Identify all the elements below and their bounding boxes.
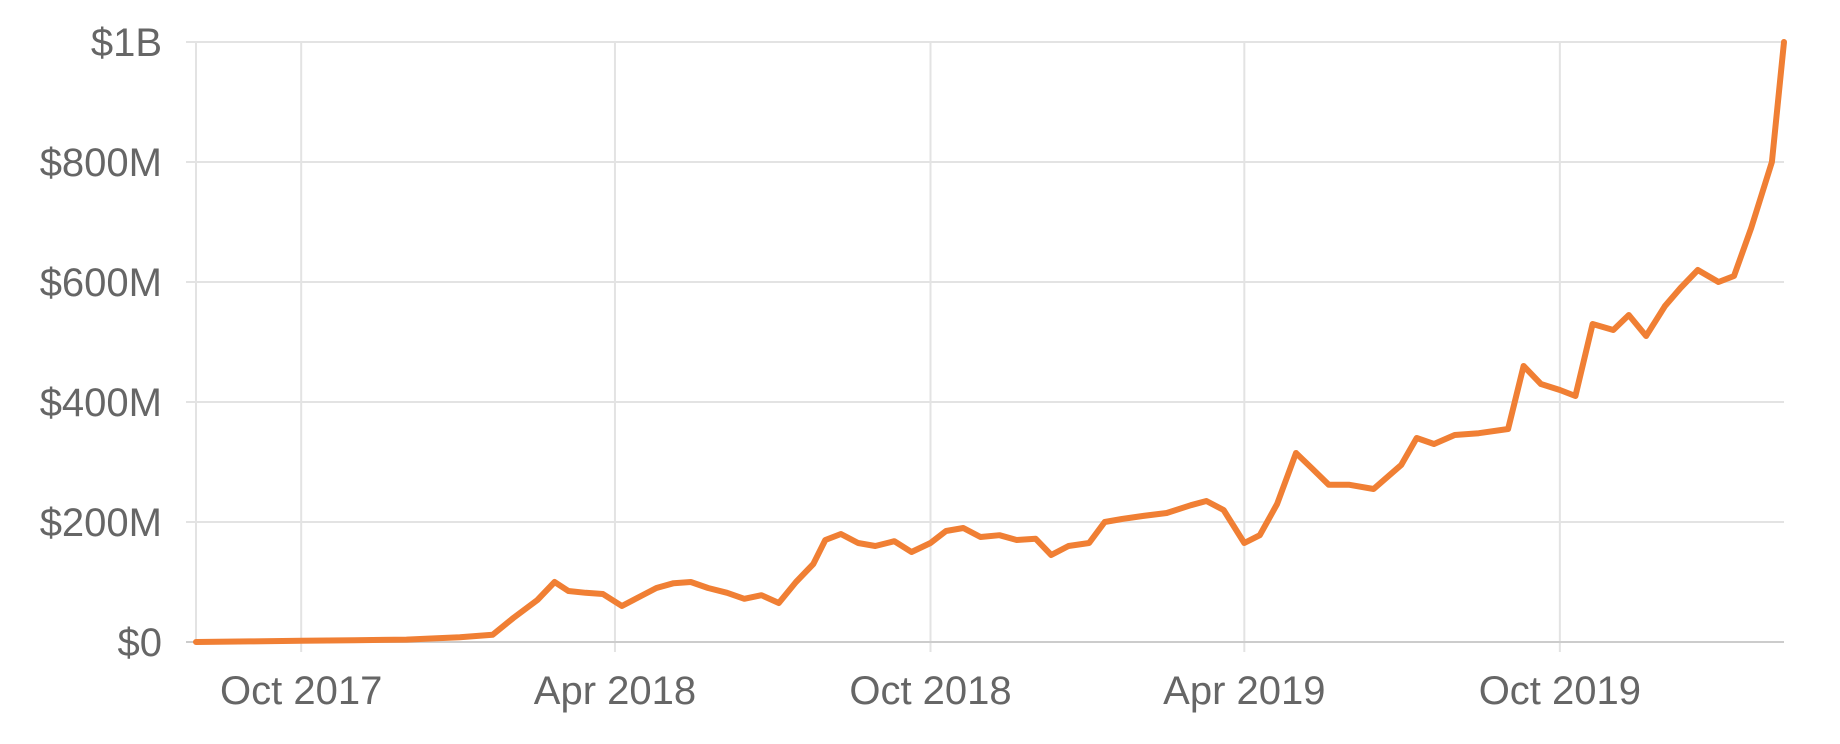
x-tick-label: Apr 2019 xyxy=(1163,669,1325,713)
y-tick-label: $400M xyxy=(40,381,162,425)
series-layer xyxy=(193,39,1787,645)
tick-labels: $0 $200M $400M $600M $800M $1B Oct 2017 Apr 201… xyxy=(40,21,1641,713)
series-line xyxy=(193,39,1787,645)
y-tick-label: $600M xyxy=(40,261,162,305)
y-tick-label: $1B xyxy=(91,21,162,65)
x-tick-label: Oct 2017 xyxy=(220,669,382,713)
x-tick-label: Oct 2019 xyxy=(1479,669,1641,713)
y-tick-label: $200M xyxy=(40,501,162,545)
y-tick-label: $800M xyxy=(40,141,162,185)
x-tick-label: Apr 2018 xyxy=(534,669,696,713)
grid xyxy=(186,41,1784,652)
x-tick-label: Oct 2018 xyxy=(849,669,1011,713)
y-tick-label: $0 xyxy=(118,621,163,665)
